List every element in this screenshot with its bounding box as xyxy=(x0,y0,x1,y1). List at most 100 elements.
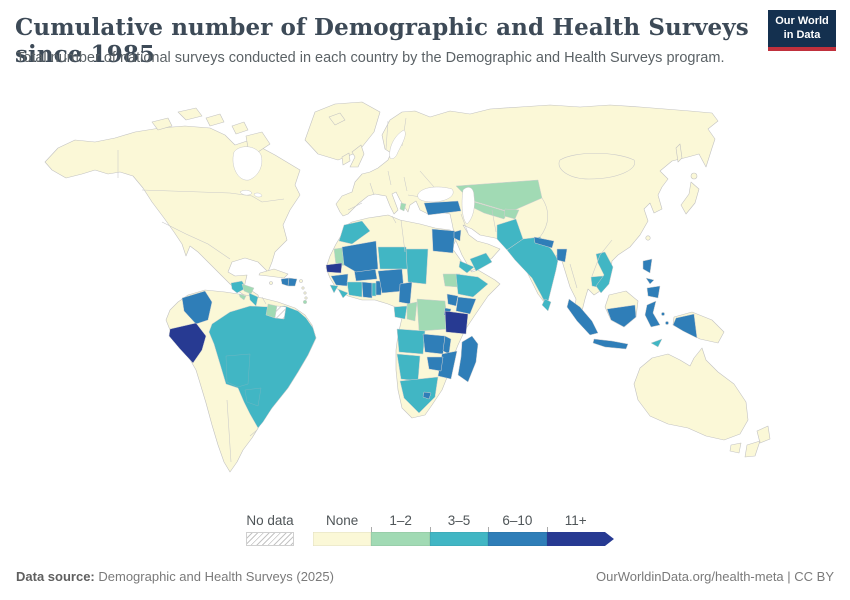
region-morocco[interactable] xyxy=(338,220,371,245)
legend-swatch-6-10[interactable] xyxy=(488,532,547,546)
region-zambia[interactable] xyxy=(422,333,446,355)
region-sri-lanka[interactable] xyxy=(541,298,552,312)
region-philippines-luzon[interactable] xyxy=(642,258,653,274)
region-south-africa[interactable] xyxy=(399,376,439,414)
region-indonesia-sumatra[interactable] xyxy=(566,298,599,336)
legend-bin-label: 1–2 xyxy=(389,513,412,528)
region-indonesia-maluku[interactable] xyxy=(661,312,665,316)
region-haiti[interactable] xyxy=(280,277,290,287)
region-tanzania[interactable] xyxy=(444,310,469,335)
region-bangladesh[interactable] xyxy=(556,248,568,263)
region-sierra-leone[interactable] xyxy=(329,284,339,294)
island-iceland[interactable] xyxy=(328,112,346,126)
region-eritrea[interactable] xyxy=(458,260,475,274)
region-colombia[interactable] xyxy=(181,290,213,325)
legend-swatch-11plus[interactable] xyxy=(547,532,614,546)
island-sakhalin[interactable] xyxy=(675,143,683,163)
legend-bin-label: None xyxy=(326,513,359,528)
region-indonesia-papua[interactable] xyxy=(672,313,698,339)
region-niger[interactable] xyxy=(377,246,409,270)
region-trinidad-and-tobago[interactable] xyxy=(302,299,308,305)
region-chad[interactable] xyxy=(405,248,429,285)
border-paraguay xyxy=(244,387,262,407)
region-lesotho[interactable] xyxy=(422,391,432,400)
region-mali[interactable] xyxy=(341,240,379,273)
region-cote-divoire[interactable] xyxy=(346,281,363,298)
legend-tick xyxy=(429,527,431,532)
page-subtitle: Total number of national surveys conduct… xyxy=(16,50,725,66)
island-antilles[interactable] xyxy=(301,286,305,290)
region-el-salvador[interactable] xyxy=(238,293,247,301)
island-ireland[interactable] xyxy=(341,152,351,166)
border-myanmar-thailand xyxy=(569,263,578,289)
region-senegal[interactable] xyxy=(325,262,343,274)
region-uganda[interactable] xyxy=(446,293,459,307)
region-ethiopia[interactable] xyxy=(455,273,489,298)
island-antilles[interactable] xyxy=(304,296,308,300)
region-guinea[interactable] xyxy=(330,273,349,287)
region-congo[interactable] xyxy=(406,301,418,322)
region-peru[interactable] xyxy=(168,322,207,364)
region-nepal[interactable] xyxy=(533,236,555,249)
island-japan[interactable] xyxy=(680,181,700,215)
region-philippines-visayas[interactable] xyxy=(645,277,655,285)
region-indonesia-sulawesi[interactable] xyxy=(644,300,661,328)
island-cuba[interactable] xyxy=(258,268,289,279)
region-indonesia-maluku[interactable] xyxy=(665,321,669,325)
island-new-zealand-south[interactable] xyxy=(744,440,761,458)
region-india[interactable] xyxy=(506,236,559,307)
island-puerto-rico[interactable] xyxy=(299,279,303,283)
region-liberia[interactable] xyxy=(337,288,349,299)
region-zimbabwe[interactable] xyxy=(426,356,444,372)
island-great-britain[interactable] xyxy=(349,144,365,168)
legend-no-data-swatch[interactable] xyxy=(246,532,294,546)
region-namibia[interactable] xyxy=(396,353,421,382)
island-jamaica[interactable] xyxy=(269,281,273,285)
region-cameroon[interactable] xyxy=(398,281,413,305)
region-yemen[interactable] xyxy=(469,252,493,272)
arctic-island[interactable] xyxy=(205,113,225,127)
island-tasmania[interactable] xyxy=(729,442,742,454)
footer-permalink[interactable]: OurWorldinData.org/health-meta | CC BY xyxy=(596,569,834,584)
landmass-north-america[interactable] xyxy=(44,125,301,313)
legend-bin-label: 11+ xyxy=(564,513,587,528)
owid-logo[interactable]: Our World in Data xyxy=(768,10,836,51)
legend-swatch-none[interactable] xyxy=(313,532,372,546)
legend-swatch-1-2[interactable] xyxy=(371,532,430,546)
region-indonesia-kalimantan[interactable] xyxy=(606,304,637,328)
region-vietnam[interactable] xyxy=(595,251,614,294)
landmass-greenland[interactable] xyxy=(304,101,381,161)
region-togo[interactable] xyxy=(371,282,377,297)
region-egypt[interactable] xyxy=(431,228,456,254)
region-kyrgyzstan-tajikistan[interactable] xyxy=(503,208,520,220)
great-lakes xyxy=(253,192,263,198)
arctic-island-baffin[interactable] xyxy=(245,131,271,153)
landmass-australia[interactable] xyxy=(633,347,749,441)
region-gabon[interactable] xyxy=(393,305,408,320)
region-kenya[interactable] xyxy=(455,296,477,315)
island-new-zealand-north[interactable] xyxy=(756,425,771,444)
region-philippines-mindanao[interactable] xyxy=(646,285,661,299)
legend-swatch-3-5[interactable] xyxy=(429,532,489,546)
great-lakes xyxy=(239,189,253,196)
region-timor-leste[interactable] xyxy=(650,338,663,348)
island-taiwan[interactable] xyxy=(645,235,651,241)
region-turkey[interactable] xyxy=(423,200,462,216)
arctic-island[interactable] xyxy=(231,121,249,135)
arctic-island[interactable] xyxy=(177,107,203,121)
region-dr-congo[interactable] xyxy=(416,298,449,332)
region-albania[interactable] xyxy=(399,202,407,212)
island-hokkaido[interactable] xyxy=(690,172,698,180)
region-dominican-republic[interactable] xyxy=(287,277,298,287)
footer-source-value[interactable]: Demographic and Health Surveys (2025) xyxy=(98,569,334,584)
region-suriname[interactable] xyxy=(274,305,287,320)
arctic-island[interactable] xyxy=(151,117,173,131)
region-indonesia-java[interactable] xyxy=(592,338,629,350)
region-nicaragua[interactable] xyxy=(248,292,259,307)
island-antilles[interactable] xyxy=(303,291,307,295)
region-angola[interactable] xyxy=(396,328,426,355)
region-madagascar[interactable] xyxy=(457,335,479,383)
region-jordan[interactable] xyxy=(453,229,462,242)
border-us-mexico xyxy=(161,221,231,260)
region-ghana[interactable] xyxy=(361,281,373,299)
